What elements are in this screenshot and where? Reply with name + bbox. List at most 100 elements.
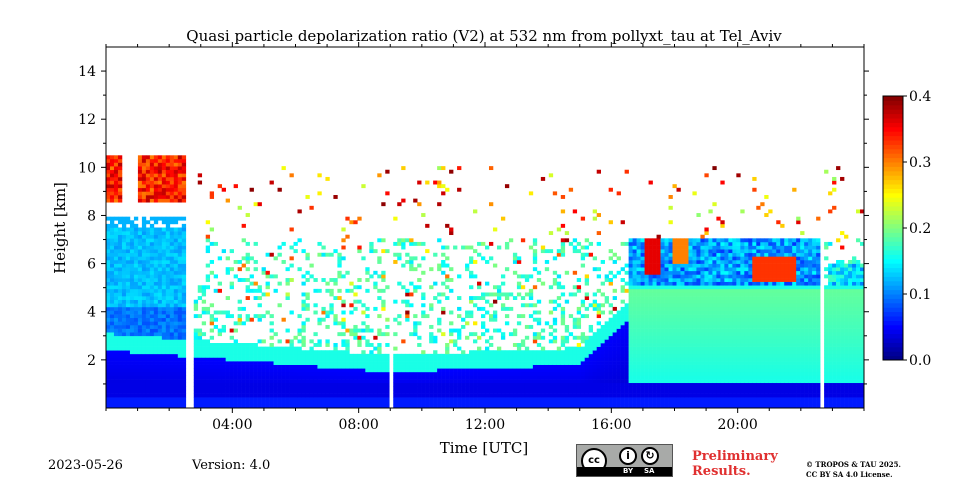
heatmap-cell: [616, 324, 621, 329]
heatmap-cell: [129, 241, 135, 246]
heatmap-cell: [201, 339, 207, 344]
heatmap-cell: [149, 180, 155, 185]
heatmap-cell: [365, 364, 370, 369]
heatmap-cell: [106, 162, 111, 167]
heatmap-cell: [117, 393, 123, 398]
heatmap-cell: [209, 371, 215, 376]
heatmap-cell: [269, 397, 274, 402]
heatmap-cell: [684, 256, 689, 261]
heatmap-cell: [441, 364, 446, 369]
heatmap-cell: [149, 256, 155, 261]
heatmap-cell: [365, 357, 370, 362]
heatmap-cell: [137, 400, 143, 405]
heatmap-cell: [632, 343, 637, 347]
heatmap-cell: [349, 361, 354, 365]
heatmap-cell: [257, 357, 262, 362]
heatmap-cell: [125, 400, 131, 405]
heatmap-cell: [668, 220, 673, 225]
heatmap-cell: [672, 267, 677, 272]
heatmap-cell: [257, 397, 262, 402]
heatmap-cell: [640, 364, 645, 369]
heatmap-cell: [568, 368, 574, 373]
heatmap-cell: [145, 397, 151, 402]
heatmap-cell: [660, 389, 665, 394]
heatmap-cell: [664, 386, 669, 391]
heatmap-cell: [433, 180, 438, 185]
heatmap-cell: [708, 350, 713, 355]
heatmap-cell: [708, 274, 713, 279]
heatmap-cell: [213, 400, 219, 405]
heatmap-cell: [417, 343, 422, 347]
heatmap-cell: [556, 404, 562, 409]
heatmap-cell: [221, 249, 226, 254]
heatmap-cell: [433, 379, 438, 384]
heatmap-cell: [668, 303, 673, 308]
heatmap-cell: [409, 404, 414, 409]
heatmap-cell: [648, 278, 653, 282]
heatmap-cell: [153, 238, 159, 243]
heatmap-cell: [608, 382, 613, 387]
heatmap-cell: [636, 317, 641, 322]
heatmap-cell: [313, 310, 318, 315]
heatmap-cell: [121, 321, 127, 326]
heatmap-cell: [261, 404, 266, 409]
heatmap-cell: [453, 357, 458, 362]
heatmap-cell: [129, 353, 135, 358]
heatmap-cell: [708, 368, 713, 373]
heatmap-cell: [528, 404, 534, 409]
heatmap-cell: [325, 375, 330, 380]
heatmap-cell: [481, 350, 486, 355]
heatmap-cell: [337, 397, 342, 402]
heatmap-cell: [177, 259, 183, 264]
heatmap-cell: [113, 173, 119, 178]
heatmap-cell: [660, 306, 665, 311]
heatmap-cell: [137, 361, 143, 365]
heatmap-cell: [648, 238, 653, 243]
heatmap-cell: [285, 267, 290, 272]
heatmap-cell: [600, 310, 605, 315]
heatmap-cell: [157, 339, 163, 344]
heatmap-cell: [281, 393, 286, 398]
heatmap-cell: [341, 400, 346, 405]
heatmap-cell: [137, 299, 143, 304]
heatmap-cell: [457, 375, 462, 380]
heatmap-cell: [700, 328, 705, 333]
heatmap-cell: [652, 379, 657, 384]
heatmap-cell: [317, 400, 322, 405]
heatmap-cell: [141, 234, 147, 239]
heatmap-cell: [233, 397, 238, 402]
heatmap-cell: [445, 350, 450, 355]
heatmap-cell: [313, 278, 318, 282]
heatmap-cell: [576, 361, 582, 365]
heatmap-cell: [233, 404, 238, 409]
heatmap-cell: [145, 379, 151, 384]
heatmap-cell: [341, 397, 346, 402]
heatmap-cell: [145, 324, 151, 329]
heatmap-cell: [604, 375, 609, 380]
heatmap-cell: [349, 328, 354, 333]
heatmap-cell: [469, 382, 474, 387]
heatmap-cell: [385, 343, 390, 347]
heatmap-cell: [201, 397, 207, 402]
heatmap-cell: [217, 328, 222, 333]
heatmap-cell: [333, 364, 338, 369]
heatmap-cell: [269, 379, 274, 384]
heatmap-cell: [576, 353, 582, 358]
heatmap-cell: [560, 343, 566, 347]
heatmap-cell: [441, 375, 446, 380]
heatmap-cell: [153, 162, 159, 167]
heatmap-cell: [596, 343, 601, 347]
heatmap-cell: [656, 332, 661, 337]
heatmap-cell: [113, 353, 119, 358]
heatmap-cell: [445, 296, 450, 300]
heatmap-cell: [141, 252, 147, 257]
heatmap-cell: [405, 371, 410, 376]
heatmap-cell: [449, 386, 454, 391]
heatmap-cell: [421, 368, 426, 373]
heatmap-cell: [113, 227, 119, 232]
heatmap-cell: [137, 256, 143, 261]
heatmap-cell: [397, 389, 402, 394]
heatmap-cell: [528, 353, 534, 358]
heatmap-cell: [249, 404, 254, 409]
heatmap-cell: [652, 306, 657, 311]
